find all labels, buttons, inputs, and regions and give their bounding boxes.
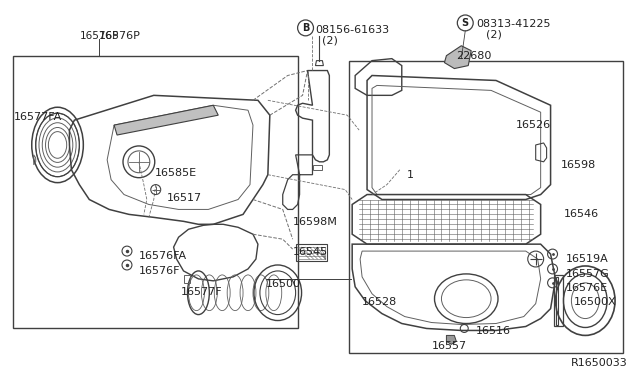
Text: 16557G: 16557G (566, 269, 609, 279)
Text: 16576F: 16576F (139, 266, 180, 276)
Text: 16576E: 16576E (566, 283, 607, 293)
Text: 16577FA: 16577FA (14, 112, 62, 122)
Text: 16576FA: 16576FA (139, 251, 187, 261)
Text: 16526: 16526 (516, 120, 551, 130)
Text: 16576P: 16576P (99, 31, 141, 41)
Text: 16500: 16500 (266, 279, 301, 289)
Text: 08313-41225: 08313-41225 (476, 19, 550, 29)
Text: 16500X: 16500X (573, 297, 616, 307)
Polygon shape (447, 336, 456, 344)
Bar (296, 244, 328, 261)
Text: 08156-61633: 08156-61633 (316, 25, 390, 35)
Polygon shape (444, 46, 471, 68)
Text: 16545: 16545 (292, 247, 328, 257)
Text: 16517: 16517 (166, 193, 202, 203)
Text: S: S (461, 18, 469, 28)
Text: 16516: 16516 (476, 327, 511, 337)
Text: (2): (2) (323, 36, 339, 46)
Text: 16577F: 16577F (180, 287, 222, 297)
Bar (13, 56, 298, 328)
Text: 16546: 16546 (563, 209, 598, 219)
Text: 16598M: 16598M (292, 217, 337, 227)
Text: B: B (302, 23, 309, 33)
Text: 1: 1 (407, 170, 413, 180)
Text: 16598: 16598 (561, 160, 596, 170)
Text: 16576P: 16576P (79, 31, 119, 41)
Bar (349, 61, 623, 353)
Text: 16585E: 16585E (155, 168, 197, 178)
Text: (2): (2) (486, 30, 502, 40)
Polygon shape (114, 105, 218, 135)
Text: 22680: 22680 (456, 51, 492, 61)
Text: 16519A: 16519A (566, 254, 608, 264)
Text: R1650033: R1650033 (570, 358, 627, 368)
Text: 16557: 16557 (431, 341, 467, 352)
Text: 16528: 16528 (362, 297, 397, 307)
